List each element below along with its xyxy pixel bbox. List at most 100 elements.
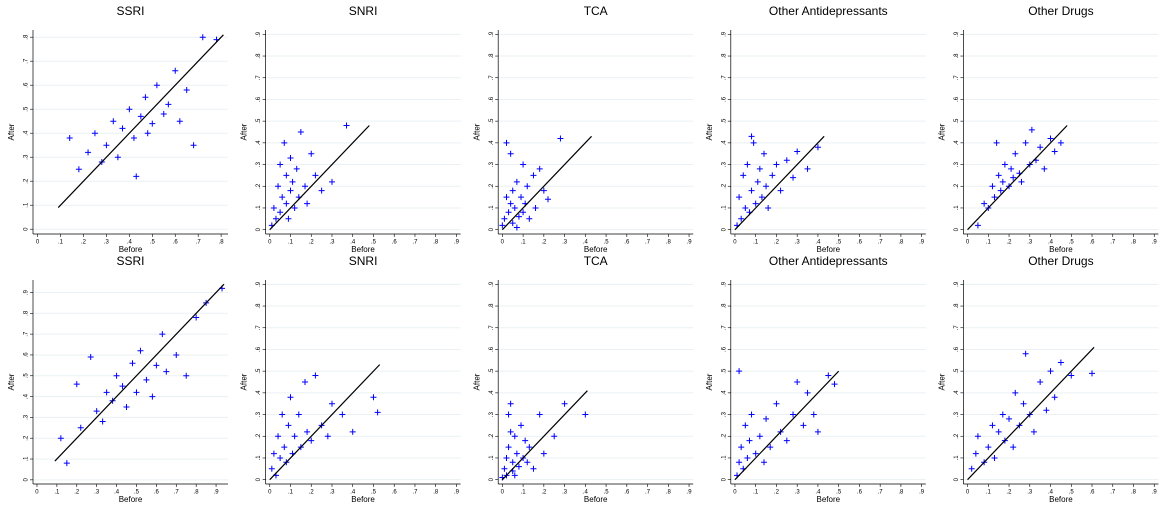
point bbox=[285, 215, 292, 222]
point bbox=[561, 400, 568, 407]
point bbox=[540, 450, 547, 457]
point bbox=[103, 142, 110, 149]
x-tick-label: .2 bbox=[81, 240, 87, 246]
point bbox=[142, 94, 149, 101]
point bbox=[505, 209, 512, 216]
x-tick-label: .8 bbox=[433, 490, 439, 496]
point bbox=[752, 200, 759, 207]
point bbox=[126, 106, 133, 113]
y-tick-label: .8 bbox=[489, 53, 495, 59]
x-tick-label: .3 bbox=[795, 240, 801, 246]
point bbox=[814, 428, 821, 435]
x-tick-label: .2 bbox=[74, 490, 80, 496]
point bbox=[989, 422, 996, 429]
x-tick-label: .5 bbox=[371, 240, 377, 246]
point bbox=[532, 204, 539, 211]
point bbox=[530, 465, 537, 472]
point bbox=[509, 220, 516, 227]
y-axis-label: After bbox=[705, 123, 714, 140]
y-tick-label: .9 bbox=[256, 31, 262, 37]
x-tick-label: .7 bbox=[412, 490, 418, 496]
x-tick-label: .4 bbox=[127, 240, 133, 246]
y-tick-label: .2 bbox=[256, 433, 262, 439]
y-tick-label: .3 bbox=[721, 411, 727, 417]
x-tick-label: .6 bbox=[857, 240, 863, 246]
point bbox=[272, 215, 279, 222]
y-tick-label: .6 bbox=[256, 96, 262, 102]
y-tick-label: .4 bbox=[24, 393, 30, 399]
y-tick-label: .1 bbox=[24, 202, 30, 208]
x-tick-label: 0 bbox=[268, 490, 272, 496]
point bbox=[1030, 428, 1037, 435]
x-tick-label: .5 bbox=[604, 240, 610, 246]
point bbox=[1012, 389, 1019, 396]
reference-line bbox=[269, 364, 381, 481]
y-tick-label: .8 bbox=[256, 303, 262, 309]
point bbox=[293, 165, 300, 172]
x-tick-label: .7 bbox=[412, 240, 418, 246]
x-tick-label: .9 bbox=[919, 490, 925, 496]
x-tick-label: .5 bbox=[836, 240, 842, 246]
x-tick-label: .4 bbox=[350, 490, 356, 496]
point bbox=[765, 204, 772, 211]
point bbox=[790, 411, 797, 418]
point bbox=[153, 362, 160, 369]
point bbox=[524, 183, 531, 190]
y-tick-label: .2 bbox=[954, 433, 960, 439]
point bbox=[760, 150, 767, 157]
x-tick-label: 0 bbox=[501, 240, 505, 246]
point bbox=[110, 118, 117, 125]
point bbox=[499, 222, 506, 229]
y-tick-label: .9 bbox=[954, 281, 960, 287]
point bbox=[349, 428, 356, 435]
point bbox=[505, 444, 512, 451]
point bbox=[1068, 372, 1075, 379]
y-tick-label: .3 bbox=[24, 154, 30, 160]
x-tick-label: .2 bbox=[1007, 240, 1013, 246]
y-tick-label: .1 bbox=[256, 455, 262, 461]
y-tick-label: .2 bbox=[24, 178, 30, 184]
y-tick-label: .3 bbox=[954, 411, 960, 417]
point bbox=[513, 224, 520, 231]
x-tick-label: 0 bbox=[268, 240, 272, 246]
y-tick-label: 0 bbox=[721, 477, 727, 481]
point bbox=[63, 460, 70, 467]
point bbox=[513, 178, 520, 185]
point bbox=[773, 161, 780, 168]
point bbox=[149, 120, 156, 127]
point bbox=[287, 187, 294, 194]
y-tick-label: .2 bbox=[954, 183, 960, 189]
x-tick-label: .2 bbox=[541, 240, 547, 246]
point bbox=[756, 165, 763, 172]
y-tick-label: .7 bbox=[489, 75, 495, 81]
x-axis-label: Before bbox=[584, 245, 608, 254]
point bbox=[507, 400, 514, 407]
x-tick-label: .8 bbox=[666, 490, 672, 496]
point bbox=[738, 444, 745, 451]
y-tick-label: .2 bbox=[24, 435, 30, 441]
y-tick-label: .3 bbox=[954, 161, 960, 167]
y-tick-label: .9 bbox=[489, 31, 495, 37]
point bbox=[176, 118, 183, 125]
x-tick-label: .1 bbox=[986, 240, 992, 246]
point bbox=[114, 154, 121, 161]
point bbox=[804, 389, 811, 396]
point bbox=[1051, 148, 1058, 155]
point bbox=[165, 101, 172, 108]
y-tick-label: 0 bbox=[256, 227, 262, 231]
point bbox=[511, 433, 518, 440]
y-tick-label: .7 bbox=[489, 325, 495, 331]
x-tick-label: .8 bbox=[666, 240, 672, 246]
point bbox=[312, 372, 319, 379]
point bbox=[143, 376, 150, 383]
point bbox=[544, 196, 551, 203]
y-axis-label: After bbox=[938, 373, 947, 390]
x-tick-label: .7 bbox=[174, 490, 180, 496]
y-tick-label: .5 bbox=[954, 118, 960, 124]
y-tick-label: .8 bbox=[256, 53, 262, 59]
point bbox=[763, 183, 770, 190]
y-tick-label: .1 bbox=[256, 205, 262, 211]
x-axis-label: Before bbox=[584, 495, 608, 504]
y-tick-label: 0 bbox=[24, 478, 30, 482]
